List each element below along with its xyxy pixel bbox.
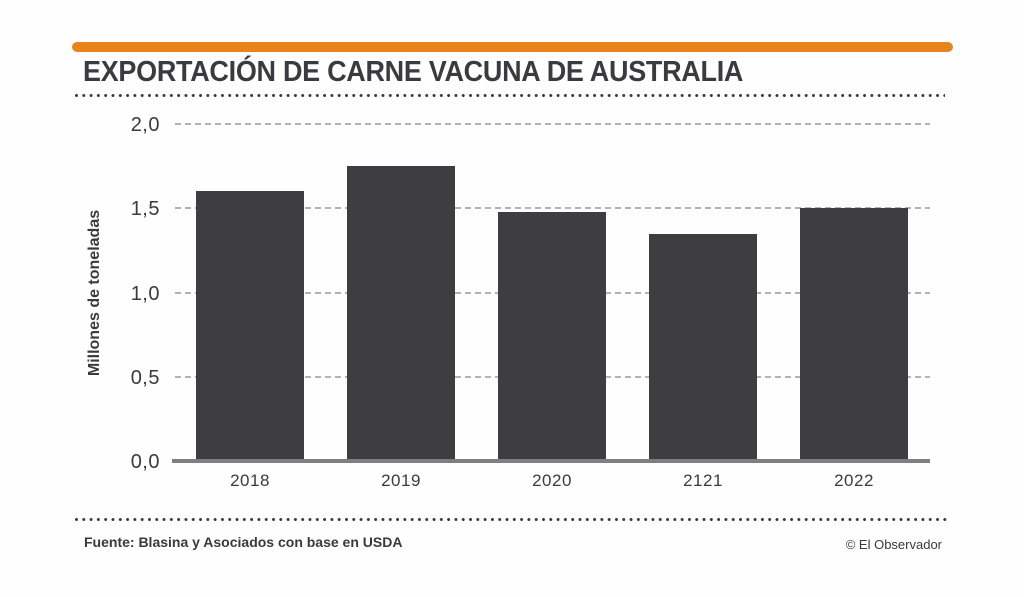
y-tick-label: 0,5 bbox=[130, 366, 160, 389]
copyright-credit: © El Observador bbox=[845, 537, 942, 552]
x-axis-line bbox=[172, 459, 930, 463]
y-axis-title-text: Millones de toneladas bbox=[86, 209, 104, 376]
x-tick-label-2022: 2022 bbox=[834, 471, 874, 490]
y-tick-label: 2,0 bbox=[130, 114, 160, 136]
bar-2022 bbox=[800, 208, 908, 461]
gridline-1,5 bbox=[175, 207, 930, 210]
title-divider bbox=[75, 94, 945, 97]
accent-top-rule bbox=[72, 42, 953, 52]
plot-area bbox=[172, 123, 930, 463]
x-tick-label-2020: 2020 bbox=[532, 471, 572, 490]
source-attribution: Fuente: Blasina y Asociados con base en … bbox=[84, 534, 403, 550]
x-tick-label-2121: 2121 bbox=[683, 471, 723, 490]
x-tick-label-2019: 2019 bbox=[381, 471, 421, 490]
bar-2121 bbox=[649, 233, 757, 461]
y-tick-label: 1,0 bbox=[130, 282, 160, 305]
page-title: EXPORTACIÓN DE CARNE VACUNA DE AUSTRALIA bbox=[83, 56, 744, 88]
gridline-2,0 bbox=[175, 123, 930, 125]
bar-2018 bbox=[196, 191, 304, 461]
footer-divider bbox=[75, 518, 947, 521]
y-tick-label: 0,0 bbox=[130, 451, 160, 473]
y-tick-label: 1,5 bbox=[130, 198, 160, 221]
bar-2020 bbox=[498, 211, 606, 461]
x-tick-label-2018: 2018 bbox=[230, 471, 270, 490]
bar-2019 bbox=[347, 166, 455, 461]
